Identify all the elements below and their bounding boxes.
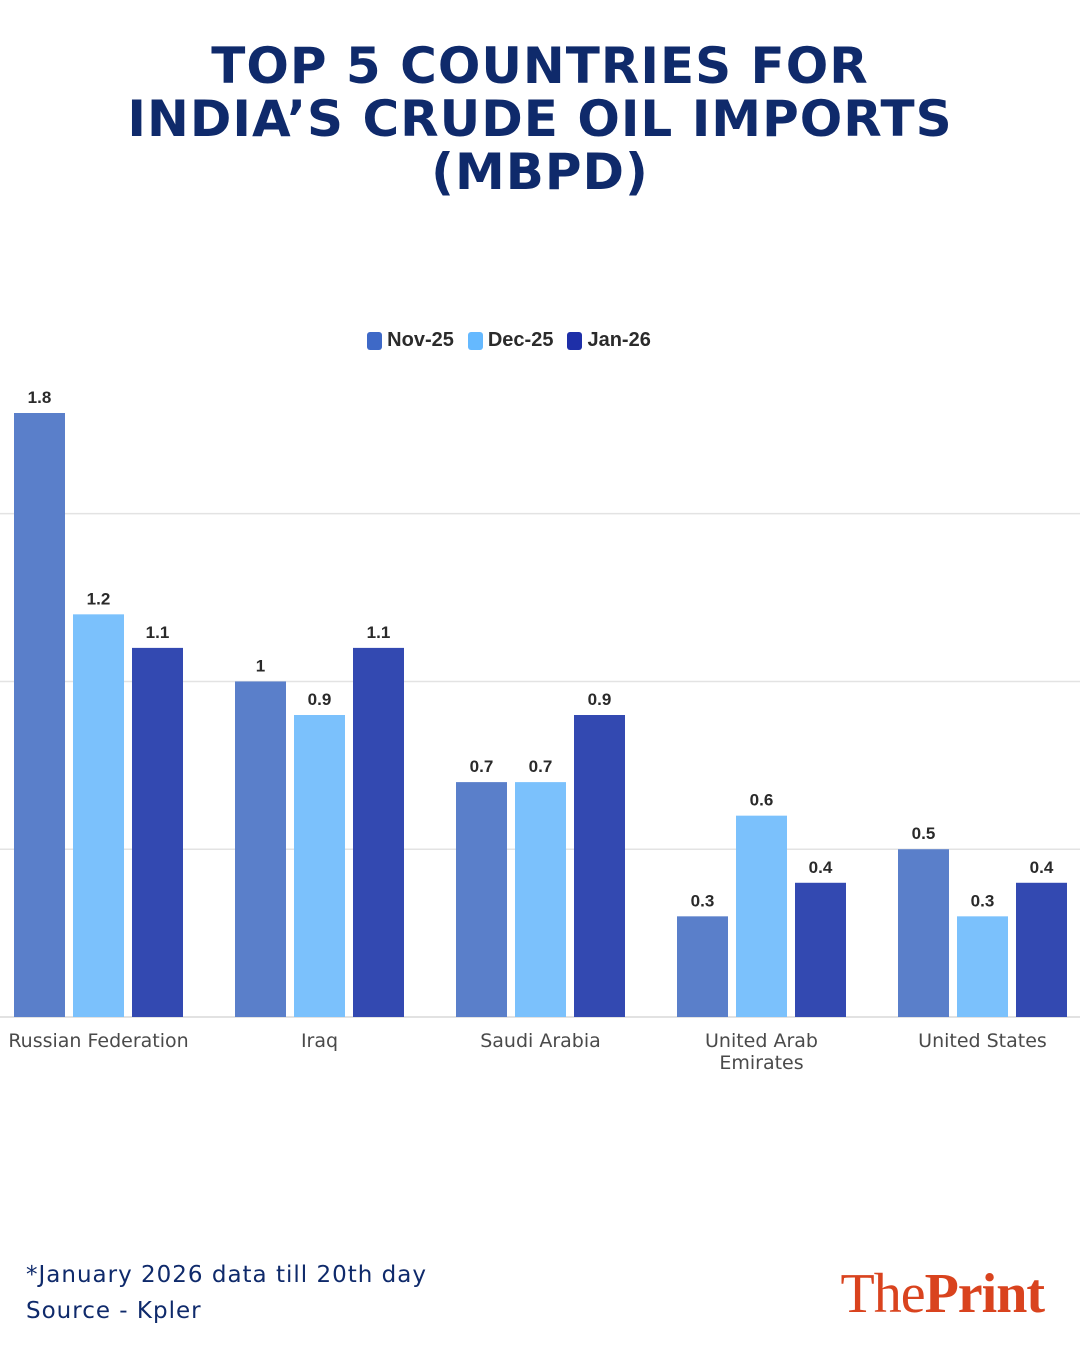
footnote-note: *January 2026 data till 20th day [26, 1262, 427, 1288]
bar [456, 782, 507, 1017]
legend-label: Nov-25 [387, 329, 454, 351]
data-label: 0.3 [691, 891, 715, 910]
title-line-1: TOP 5 COUNTRIES FOR [211, 37, 869, 95]
x-tick-label: Emirates [719, 1052, 803, 1074]
legend-swatch [567, 331, 583, 350]
bar [73, 614, 124, 1017]
data-label: 0.4 [809, 858, 833, 877]
data-label: 1.8 [28, 388, 52, 407]
data-label: 0.7 [470, 757, 494, 776]
bar [132, 647, 183, 1017]
footnote: *January 2026 data till 20th day Source … [26, 1257, 427, 1329]
legend-swatch [367, 331, 383, 350]
bar [294, 715, 345, 1017]
data-label: 0.9 [308, 690, 332, 709]
bar [1016, 882, 1067, 1017]
data-label: 0.5 [912, 824, 936, 843]
data-label: 0.3 [971, 891, 995, 910]
legend-swatch [467, 331, 483, 350]
x-tick-label: Saudi Arabia [480, 1030, 601, 1052]
bar [515, 782, 566, 1017]
bar [574, 715, 625, 1017]
data-label: 0.4 [1030, 858, 1054, 877]
bar [14, 413, 65, 1017]
title-line-2: INDIA’S CRUDE OIL IMPORTS [127, 90, 953, 148]
x-tick-label: Iraq [301, 1030, 338, 1052]
bar [736, 815, 787, 1017]
bar [795, 882, 846, 1017]
legend-label: Dec-25 [487, 329, 554, 351]
bar [957, 916, 1008, 1017]
data-label: 1.1 [146, 623, 170, 642]
bar [235, 681, 286, 1017]
data-label: 1.1 [367, 623, 391, 642]
data-label: 0.6 [750, 791, 774, 810]
logo-part-print: Print [924, 1263, 1045, 1325]
data-label: 1.2 [87, 589, 111, 608]
bar [353, 647, 404, 1017]
legend-label: Jan-26 [587, 329, 651, 351]
bar-chart: 1.8 1.2 1.1 Russian Federation 1 0.9 1.1 Iraq 0.… [0, 388, 1080, 1074]
bar [677, 916, 728, 1017]
data-label: 0.9 [588, 690, 612, 709]
x-tick-label: United States [918, 1030, 1047, 1052]
legend-item-dec-25[interactable]: Dec-25 [467, 329, 554, 352]
data-label: 1 [256, 656, 265, 675]
data-label: 0.7 [529, 757, 553, 776]
legend-item-jan-26[interactable]: Jan-26 [567, 329, 651, 352]
logo-part-the: The [840, 1263, 926, 1325]
footnote-source: Source - Kpler [26, 1298, 202, 1324]
legend-item-nov-25[interactable]: Nov-25 [367, 329, 454, 352]
chart-title: TOP 5 COUNTRIES FOR INDIA’S CRUDE OIL IM… [0, 40, 1080, 199]
x-tick-label: Russian Federation [8, 1030, 188, 1052]
theprint-logo: ThePrint [840, 1262, 1045, 1326]
x-tick-label: United Arab [705, 1030, 818, 1052]
bar [898, 849, 949, 1017]
chart-legend: Nov-25 Dec-25 Jan-26 [0, 329, 1018, 352]
title-line-3: (MBPD) [431, 143, 649, 201]
